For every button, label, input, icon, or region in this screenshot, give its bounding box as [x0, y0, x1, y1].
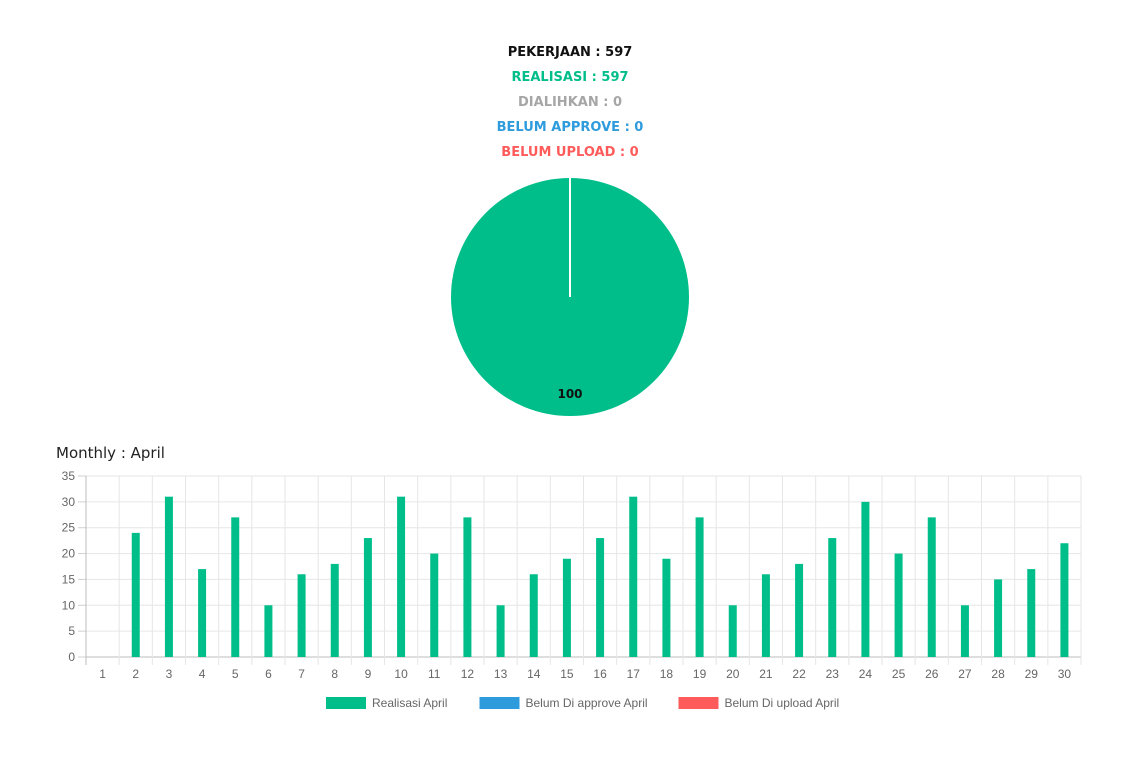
- bar: [695, 517, 704, 657]
- x-tick-label: 22: [792, 667, 806, 681]
- x-tick-label: 14: [527, 667, 541, 681]
- bar: [562, 558, 571, 657]
- x-tick-label: 9: [365, 667, 372, 681]
- x-tick-label: 30: [1058, 667, 1072, 681]
- bar: [828, 538, 837, 657]
- x-tick-label: 18: [660, 667, 674, 681]
- x-tick-label: 1: [99, 667, 106, 681]
- bar: [131, 532, 140, 657]
- y-tick-label: 30: [62, 495, 76, 509]
- x-tick-label: 10: [394, 667, 408, 681]
- y-tick-label: 20: [62, 547, 76, 561]
- x-tick-label: 2: [132, 667, 139, 681]
- bar: [629, 496, 638, 657]
- y-tick-label: 15: [62, 572, 76, 586]
- belum-approve-count: BELUM APPROVE : 0: [496, 120, 644, 135]
- x-tick-label: 15: [560, 667, 574, 681]
- legend-label: Realisasi April: [372, 696, 447, 710]
- bar: [795, 563, 804, 657]
- x-tick-label: 5: [232, 667, 239, 681]
- pie-chart: 100: [451, 178, 689, 416]
- realisasi-count: REALISASI : 597: [511, 70, 629, 85]
- bar: [164, 496, 173, 657]
- legend-label: Belum Di upload April: [725, 696, 840, 710]
- pekerjaan-count: PEKERJAAN : 597: [507, 45, 633, 60]
- x-tick-label: 21: [759, 667, 773, 681]
- x-tick-label: 12: [461, 667, 475, 681]
- x-tick-label: 6: [265, 667, 272, 681]
- y-tick-label: 35: [62, 469, 76, 483]
- x-tick-label: 24: [859, 667, 873, 681]
- bar: [529, 574, 538, 657]
- legend-label: Belum Di approve April: [526, 696, 648, 710]
- x-tick-label: 17: [627, 667, 641, 681]
- bar: [231, 517, 240, 657]
- bar: [496, 605, 505, 657]
- bar: [430, 553, 439, 657]
- y-tick-label: 25: [62, 521, 76, 535]
- bar: [894, 553, 903, 657]
- bar: [728, 605, 737, 657]
- dialihkan-count: DIALIHKAN : 0: [518, 95, 622, 110]
- bar: [761, 574, 770, 657]
- bar: [463, 517, 472, 657]
- y-tick-label: 0: [68, 650, 75, 664]
- bar: [994, 579, 1003, 657]
- legend-swatch: [678, 697, 719, 709]
- legend-swatch: [326, 697, 366, 709]
- bar: [330, 563, 339, 657]
- x-tick-label: 11: [428, 667, 441, 681]
- x-tick-label: 25: [892, 667, 906, 681]
- bar: [1027, 569, 1036, 657]
- pie-slice-label: 100: [557, 387, 582, 401]
- x-tick-label: 8: [331, 667, 338, 681]
- summary-stats: PEKERJAAN : 597 REALISASI : 597 DIALIHKA…: [0, 43, 1140, 168]
- y-tick-label: 5: [68, 624, 75, 638]
- bar: [297, 574, 306, 657]
- x-tick-label: 19: [693, 667, 707, 681]
- bar: [397, 496, 406, 657]
- x-tick-label: 16: [593, 667, 607, 681]
- belum-upload-count: BELUM UPLOAD : 0: [501, 145, 639, 160]
- legend-swatch: [479, 697, 520, 709]
- x-tick-label: 23: [826, 667, 840, 681]
- bar: [198, 569, 207, 657]
- x-tick-label: 27: [958, 667, 972, 681]
- bar: [596, 538, 605, 657]
- bar: [960, 605, 969, 657]
- x-tick-label: 28: [991, 667, 1005, 681]
- x-tick-label: 20: [726, 667, 740, 681]
- bar: [927, 517, 936, 657]
- y-tick-label: 10: [62, 598, 76, 612]
- x-tick-label: 3: [166, 667, 173, 681]
- bar: [1060, 543, 1069, 657]
- bar: [264, 605, 273, 657]
- x-tick-label: 26: [925, 667, 939, 681]
- bar: [363, 538, 372, 657]
- x-tick-label: 7: [298, 667, 305, 681]
- monthly-title: Monthly : April: [56, 444, 165, 462]
- x-tick-label: 29: [1025, 667, 1039, 681]
- x-tick-label: 13: [494, 667, 508, 681]
- bar: [662, 558, 671, 657]
- bar: [861, 501, 870, 657]
- x-tick-label: 4: [199, 667, 206, 681]
